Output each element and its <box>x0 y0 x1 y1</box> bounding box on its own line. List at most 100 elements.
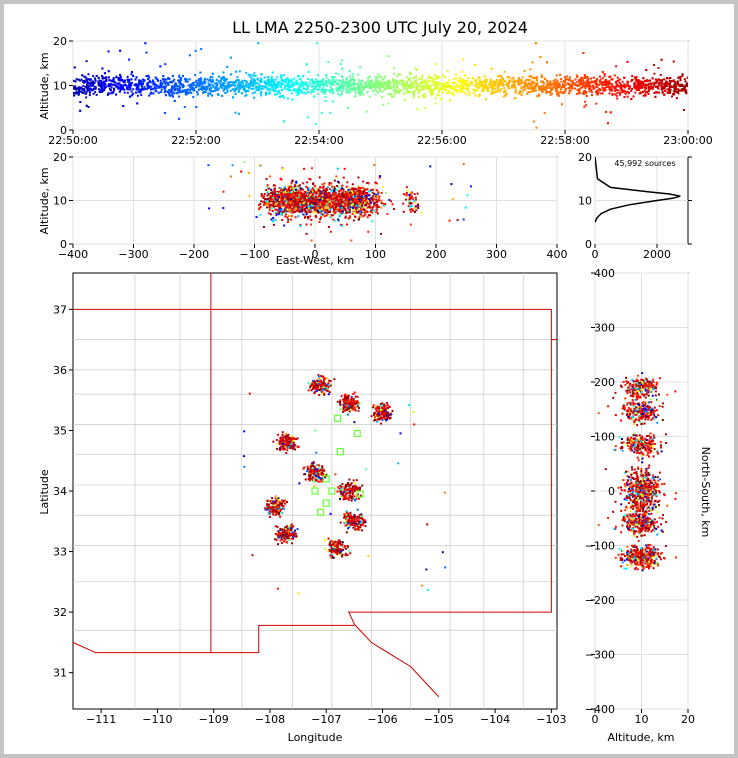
source-point <box>268 205 271 208</box>
source-point <box>289 195 292 198</box>
source-point <box>122 105 125 108</box>
source-point <box>136 83 139 86</box>
source-point <box>349 83 352 86</box>
source-point <box>164 94 167 97</box>
source-point <box>594 79 597 82</box>
source-point <box>74 86 77 89</box>
source-point <box>357 73 360 76</box>
source-point <box>237 79 240 82</box>
source-point <box>263 203 266 206</box>
source-point <box>490 91 493 94</box>
source-point <box>73 79 75 82</box>
source-point <box>265 188 268 191</box>
source-point <box>272 196 275 199</box>
source-point <box>238 81 241 84</box>
source-point <box>294 210 297 213</box>
source-point <box>637 81 640 84</box>
source-point <box>89 87 92 90</box>
source-point <box>170 89 173 92</box>
source-point <box>225 85 228 88</box>
source-point <box>202 91 205 94</box>
source-point <box>501 79 504 82</box>
source-point <box>314 123 317 126</box>
source-point <box>267 197 270 200</box>
source-point <box>635 80 638 83</box>
source-point <box>660 85 663 88</box>
source-point <box>495 79 498 82</box>
source-point <box>295 182 298 185</box>
source-point <box>440 98 443 101</box>
source-point <box>616 76 619 79</box>
source-point <box>321 87 324 90</box>
source-point <box>112 91 115 94</box>
source-point <box>677 92 680 95</box>
source-point <box>436 77 439 80</box>
source-point <box>271 191 274 194</box>
source-point <box>387 83 390 86</box>
source-point <box>392 86 395 89</box>
source-point <box>603 80 606 83</box>
source-point <box>305 232 308 235</box>
source-point <box>83 79 86 82</box>
source-point <box>199 71 202 74</box>
source-point <box>306 86 309 89</box>
source-point <box>130 73 133 76</box>
source-point <box>418 84 421 87</box>
source-point <box>89 78 92 81</box>
source-point <box>211 90 214 93</box>
source-point <box>398 88 401 91</box>
source-point <box>286 88 289 91</box>
source-point <box>396 79 399 82</box>
source-point <box>299 187 302 190</box>
source-point <box>422 96 425 99</box>
source-point <box>262 226 265 229</box>
source-point <box>455 83 458 86</box>
source-point <box>630 98 633 101</box>
source-point <box>500 77 503 80</box>
source-point <box>161 82 164 85</box>
source-point <box>446 81 449 84</box>
source-point <box>78 90 81 93</box>
source-point <box>350 77 353 80</box>
source-point <box>100 91 103 94</box>
source-point <box>217 80 220 83</box>
source-point <box>517 79 520 82</box>
source-point <box>270 81 273 84</box>
source-point <box>492 86 495 89</box>
x-tick-label: 22:56:00 <box>417 134 466 147</box>
source-point <box>598 88 601 91</box>
source-point <box>442 74 445 77</box>
source-point <box>287 192 290 195</box>
source-point <box>281 200 284 203</box>
source-point <box>625 91 628 94</box>
source-point <box>351 72 354 75</box>
source-point <box>621 80 624 83</box>
source-point <box>675 97 678 100</box>
source-point <box>87 106 90 109</box>
source-point <box>392 79 395 82</box>
source-point <box>120 84 123 87</box>
source-point <box>482 80 485 83</box>
source-point <box>638 92 641 95</box>
source-point <box>615 82 618 85</box>
source-point <box>308 211 311 214</box>
source-point <box>557 85 560 88</box>
source-point <box>75 90 78 93</box>
source-point <box>274 201 277 204</box>
source-point <box>286 97 289 100</box>
source-point <box>464 74 467 77</box>
source-point <box>461 70 464 73</box>
source-point <box>265 203 268 206</box>
source-point <box>168 89 171 92</box>
source-point <box>425 87 428 90</box>
source-point <box>543 112 546 115</box>
source-point <box>267 81 270 84</box>
source-point <box>269 206 272 209</box>
source-point <box>92 92 95 95</box>
source-point <box>523 84 526 87</box>
source-point <box>418 77 421 80</box>
source-point <box>235 88 238 91</box>
source-point <box>664 89 667 92</box>
source-point <box>297 209 300 212</box>
source-point <box>358 85 361 88</box>
